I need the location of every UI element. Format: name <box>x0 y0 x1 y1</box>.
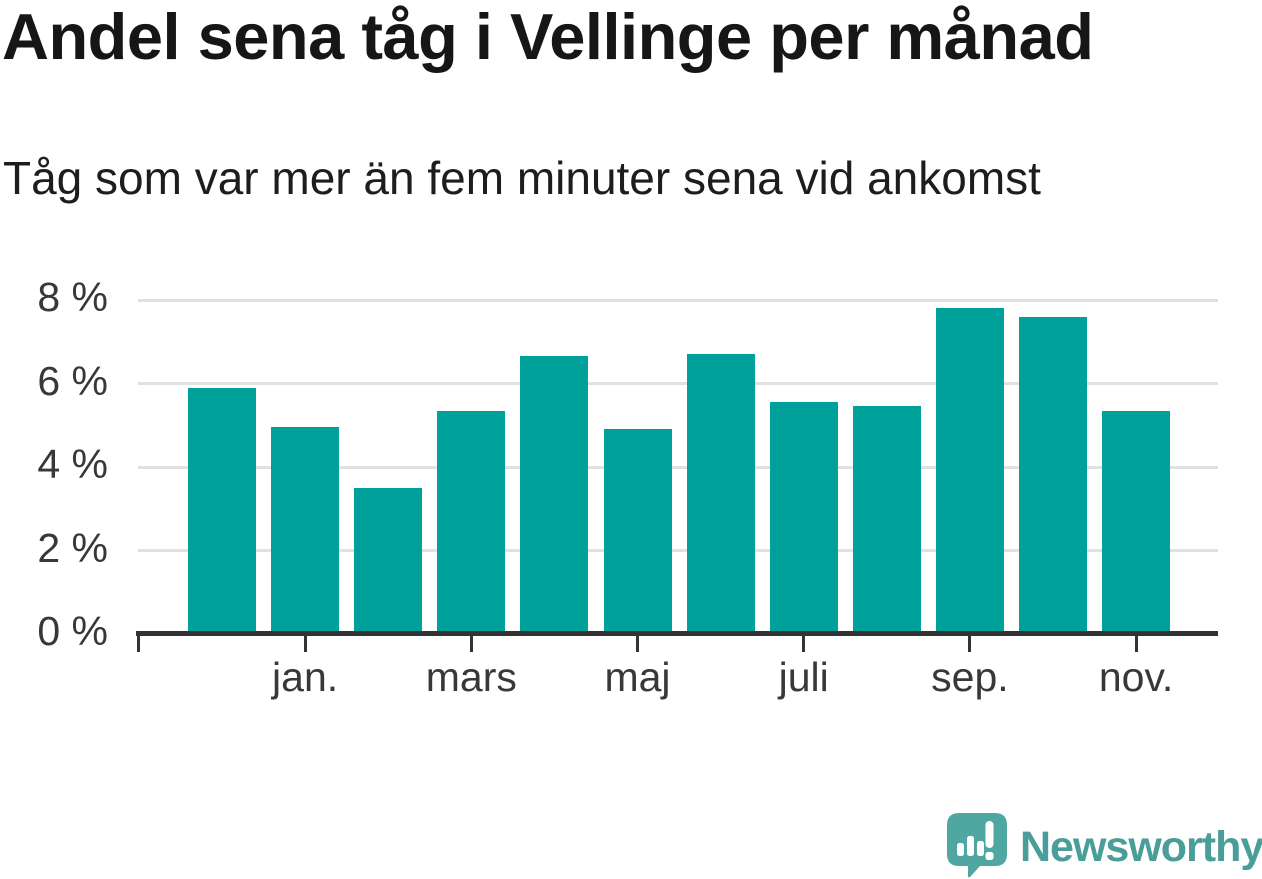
bar-juni <box>687 354 755 634</box>
y-axis-label: 2 % <box>37 524 108 571</box>
x-axis-label-sep: sep. <box>931 654 1009 700</box>
bar-feb <box>354 488 422 634</box>
x-axis-tick <box>303 634 307 652</box>
newsworthy-logo: Newsworthy <box>944 810 1262 879</box>
bar-mars <box>437 411 505 634</box>
x-axis-tick <box>136 634 140 652</box>
bar-nov <box>1102 411 1170 634</box>
bar-sep <box>936 308 1004 634</box>
y-axis-label: 6 % <box>37 357 108 404</box>
x-axis-tick <box>469 634 473 652</box>
x-axis-tick <box>968 634 972 652</box>
x-axis-label-maj: maj <box>604 654 671 700</box>
newsworthy-logo-icon <box>947 813 1007 878</box>
y-axis-label: 4 % <box>37 441 108 487</box>
newsworthy-logo-text: Newsworthy <box>1020 823 1262 871</box>
bar-juli <box>770 402 838 634</box>
x-axis-tick <box>1134 634 1138 652</box>
x-axis-tick <box>802 634 806 652</box>
chart-title: Andel sena tåg i Vellinge per månad <box>2 0 1094 73</box>
gridline-4pct <box>138 465 1218 469</box>
bar-jan <box>271 427 339 634</box>
x-axis-tick <box>636 634 639 652</box>
x-axis-label-jan: jan. <box>272 654 339 700</box>
bar-chart-exclamation-glyph <box>957 821 994 860</box>
bar-okt <box>1019 317 1087 634</box>
gridline-6pct <box>138 382 1218 385</box>
x-axis-line <box>136 631 1218 636</box>
chart-subtitle: Tåg som var mer än fem minuter sena vid … <box>3 152 1041 204</box>
y-axis-label: 0 % <box>37 608 108 654</box>
bar-aug <box>853 406 921 634</box>
bar-maj <box>604 429 672 634</box>
x-axis-label-nov: nov. <box>1098 654 1174 700</box>
x-axis-label-juli: juli <box>778 654 829 700</box>
gridline-2pct <box>138 549 1218 552</box>
y-axis-label: 8 % <box>37 274 108 320</box>
x-axis-label-mars: mars <box>425 654 517 700</box>
bar-dec <box>188 388 256 634</box>
bar-apr <box>520 356 588 634</box>
gridline-8pct <box>138 298 1218 302</box>
